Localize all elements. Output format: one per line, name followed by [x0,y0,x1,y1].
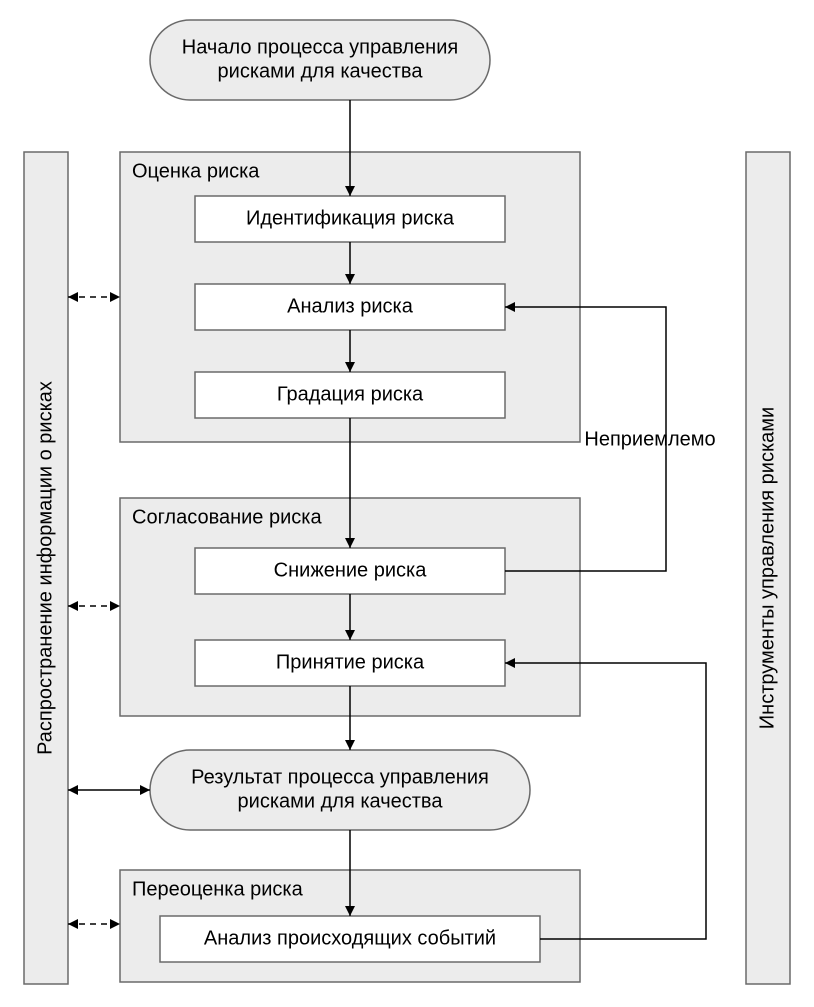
step-analyze-label: Анализ риска [287,295,414,317]
feedback-label: Неприемлемо [584,428,715,450]
agreement-title: Согласование риска [132,506,322,528]
step-reduce-label: Снижение риска [274,559,428,581]
step-grade-label: Градация риска [277,383,424,405]
step-accept-label: Принятие риска [276,651,425,673]
step-events-label: Анализ происходящих событий [204,927,496,949]
risk-management-flowchart: Распространение информации о рисках Инстр… [0,0,814,1002]
terminal-result-text-0: Результат процесса управления [191,766,489,788]
terminal-result-text-1: рисками для качества [238,790,444,812]
reassess-title: Переоценка риска [132,878,304,900]
side-panel-left-label: Распространение информации о рисках [34,381,56,755]
step-ident-label: Идентификация риска [246,207,455,229]
side-panel-right-label: Инструменты управления рисками [756,407,778,729]
assessment-title: Оценка риска [132,160,260,182]
terminal-start-text-1: рисками для качества [218,60,424,82]
terminal-start-text-0: Начало процесса управления [182,36,458,58]
